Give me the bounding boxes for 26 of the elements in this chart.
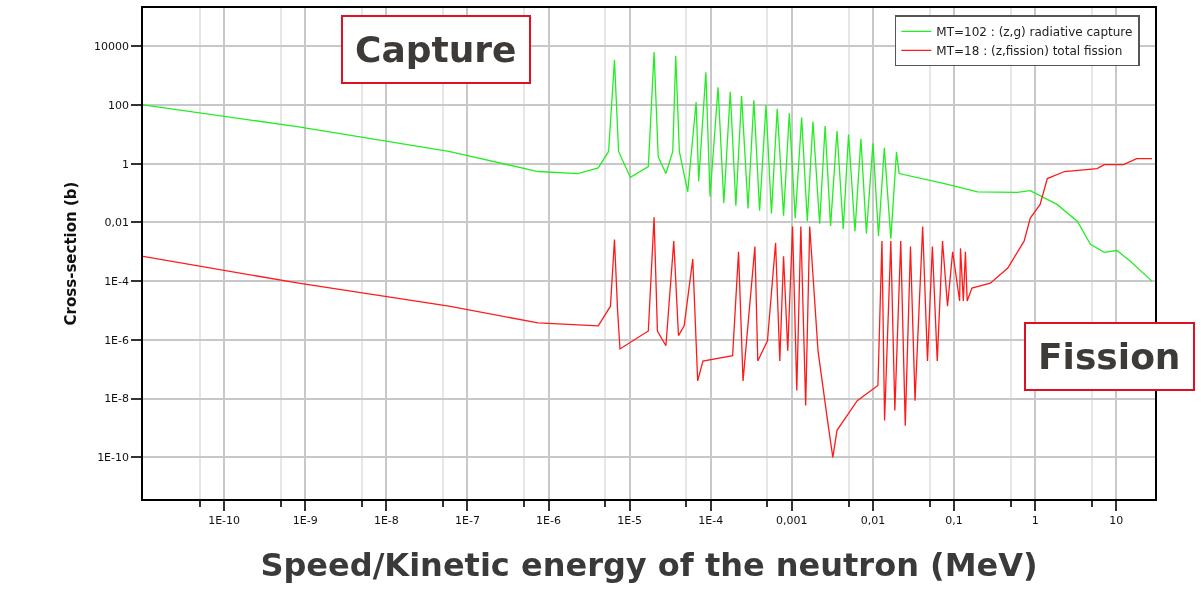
y-tick-label: 1: [122, 157, 130, 171]
x-tick-label: 1: [1031, 513, 1039, 527]
y-axis-title: Cross-section (b): [61, 181, 80, 326]
y-tick-label: 1E-10: [97, 451, 130, 465]
annotation: Fission: [1038, 336, 1181, 377]
y-tick-label: 0,01: [104, 216, 130, 230]
x-tick-label: 0,1: [945, 513, 963, 527]
y-tick-label: 1E-6: [104, 333, 130, 347]
x-tick-label: 1E-4: [698, 513, 724, 527]
y-tick-label: 10000: [94, 40, 130, 54]
legend-label: MT=102 : (z,g) radiative capture: [936, 25, 1133, 40]
x-tick-label: 0,01: [860, 513, 886, 527]
x-tick-label: 1E-6: [536, 513, 561, 527]
x-tick-label: 1E-8: [373, 513, 399, 527]
x-axis-title: Speed/Kinetic energy of the neutron (MeV): [260, 546, 1038, 585]
x-tick-label: 10: [1109, 513, 1124, 527]
y-tick-label: 100: [108, 98, 130, 112]
y-tick-label: 1E-4: [104, 274, 130, 288]
annotation: Capture: [355, 29, 517, 70]
x-tick-label: 0,001: [776, 513, 808, 527]
y-tick-label: 1E-8: [104, 392, 130, 406]
legend-label: MT=18 : (z,fission) total fission: [936, 44, 1123, 59]
x-tick-label: 1E-5: [617, 513, 643, 527]
x-tick-label: 1E-10: [208, 513, 241, 527]
x-tick-label: 1E-9: [292, 513, 318, 527]
x-tick-label: 1E-7: [454, 513, 480, 527]
